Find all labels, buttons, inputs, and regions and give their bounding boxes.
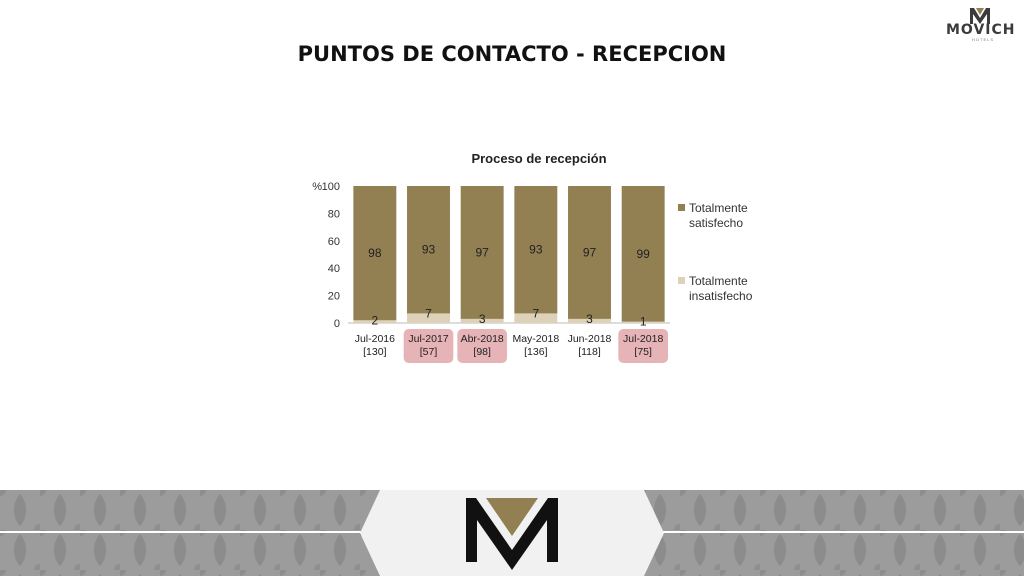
data-label-unsatisfied: 7 [425, 306, 432, 320]
bar-segment [568, 318, 611, 323]
x-tick-label: Jul-2018 [623, 333, 663, 345]
y-tick-label: 100 [322, 181, 340, 193]
y-tick-label: 60 [328, 236, 340, 248]
bar-segment [621, 186, 665, 322]
x-tick-label: Abr-2018 [461, 333, 504, 345]
x-tick-label: May-2018 [512, 333, 559, 345]
data-label-satisfied: 93 [422, 243, 436, 257]
sample-size-label: [136] [524, 346, 547, 358]
y-tick-label: 0 [334, 318, 340, 330]
y-tick-label: 40 [328, 263, 340, 275]
brand-subtitle: HOTELS [972, 37, 995, 42]
bar-segment [514, 313, 558, 323]
bar-segment [514, 186, 558, 314]
sample-size-label: [130] [363, 346, 386, 358]
legend-swatch [678, 277, 685, 284]
data-label-unsatisfied: 7 [532, 306, 539, 320]
data-label-unsatisfied: 2 [371, 313, 378, 327]
legend-label: Totalmente [689, 201, 748, 215]
data-label-unsatisfied: 1 [640, 315, 647, 329]
brand-logo [970, 8, 990, 24]
y-axis-label: % [312, 181, 322, 193]
legend-label: Totalmente [689, 274, 748, 288]
data-label-satisfied: 97 [475, 245, 489, 259]
x-tick-label: Jul-2017 [408, 333, 448, 345]
footer-logo-mark [466, 498, 558, 570]
category-highlight [618, 329, 668, 363]
stacked-bar-chart: Proceso de recepción 0 20 40 60 80 100% 2 98 Jul-… [312, 151, 753, 363]
bar-segment [353, 186, 397, 321]
sample-size-label: [75] [634, 346, 652, 358]
data-label-unsatisfied: 3 [586, 312, 593, 326]
category-highlight [403, 329, 454, 363]
bar-segment [353, 320, 397, 323]
bar-segment [460, 186, 504, 319]
legend-label: satisfecho [689, 216, 743, 230]
brand-name: MOVICH [946, 22, 1016, 38]
data-label-unsatisfied: 3 [479, 312, 486, 326]
data-label-satisfied: 93 [529, 243, 543, 257]
bar-segment [621, 321, 665, 323]
data-label-satisfied: 98 [368, 246, 382, 260]
x-tick-label: Jun-2018 [568, 333, 612, 345]
sample-size-label: [118] [578, 346, 601, 358]
chart-title: Proceso de recepción [471, 151, 606, 166]
bar-segment [407, 313, 450, 323]
legend-label: insatisfecho [689, 289, 753, 303]
data-label-satisfied: 99 [636, 247, 650, 261]
bar-segment [568, 186, 611, 319]
y-tick-label: 80 [328, 208, 340, 220]
category-highlight [457, 329, 507, 363]
page-title: PUNTOS DE CONTACTO - RECEPCION [297, 42, 727, 66]
bar-segment [407, 186, 450, 314]
legend-swatch [678, 204, 685, 211]
x-tick-label: Jul-2016 [355, 333, 395, 345]
data-label-satisfied: 97 [583, 245, 597, 259]
footer-banner [0, 490, 1024, 576]
sample-size-label: [57] [420, 346, 438, 358]
sample-size-label: [98] [473, 346, 491, 358]
y-tick-label: 20 [328, 291, 340, 303]
bar-segment [460, 318, 504, 323]
